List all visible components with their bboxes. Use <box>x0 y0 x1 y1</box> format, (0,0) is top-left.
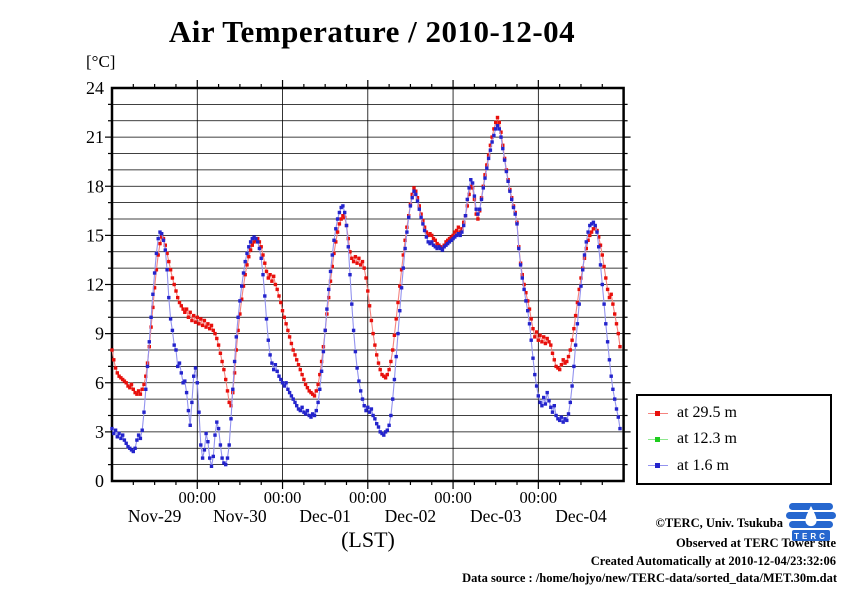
x-tick-day-label: Dec-03 <box>470 506 522 526</box>
grid-lines <box>112 88 624 481</box>
page-title: Air Temperature / 2010-12-04 <box>168 14 576 49</box>
x-tick-day-label: Nov-30 <box>213 506 267 526</box>
created-at-text: Created Automatically at 2010-12-04/23:3… <box>590 554 836 568</box>
y-tick-label: 6 <box>95 373 104 393</box>
series-line <box>111 115 621 408</box>
terc-logo-icon: TERC <box>786 503 836 541</box>
legend-marker-icon <box>648 410 668 416</box>
x-tick-day-label: Dec-04 <box>555 506 607 526</box>
y-tick-label: 21 <box>86 127 104 147</box>
legend-label: at 29.5 m <box>677 404 737 422</box>
series-markers <box>110 124 622 468</box>
y-axis-unit-label: [°C] <box>86 52 116 71</box>
x-tick-time-label: 00:00 <box>349 488 387 507</box>
legend: at 29.5 m at 12.3 m at 1.6 m <box>636 394 832 485</box>
legend-item: at 29.5 m <box>648 404 830 422</box>
y-tick-label: 0 <box>95 471 104 491</box>
x-tick-time-label: 00:00 <box>520 488 558 507</box>
x-tick-time-label: 00:00 <box>264 488 302 507</box>
legend-label: at 1.6 m <box>677 456 729 474</box>
copyright-text: ©TERC, Univ. Tsukuba <box>655 516 783 530</box>
series-at-1-6-m <box>110 124 622 468</box>
data-source-text: Data source : /home/hojyo/new/TERC-data/… <box>462 571 837 585</box>
x-tick-day-label: Nov-29 <box>128 506 182 526</box>
x-tick-day-label: Dec-01 <box>299 506 351 526</box>
legend-item: at 1.6 m <box>648 457 830 475</box>
y-tick-label: 24 <box>86 78 104 98</box>
series-markers <box>110 115 622 408</box>
x-tick-time-label: 00:00 <box>434 488 472 507</box>
legend-marker-icon <box>648 436 668 442</box>
plot-frame <box>110 86 625 483</box>
series-at-29-5-m <box>110 115 622 408</box>
x-tick-day-label: Dec-02 <box>385 506 437 526</box>
x-tick-time-label: 00:00 <box>178 488 216 507</box>
svg-text:TERC: TERC <box>794 532 828 541</box>
legend-marker-icon <box>648 463 668 469</box>
legend-item: at 12.3 m <box>648 430 830 448</box>
y-tick-label: 9 <box>95 324 104 344</box>
legend-label: at 12.3 m <box>677 430 737 448</box>
y-tick-label: 15 <box>86 225 104 245</box>
y-tick-labels: 0 3 6 9 12 15 18 21 24 <box>86 78 104 491</box>
y-tick-label: 12 <box>86 275 104 295</box>
y-tick-label: 18 <box>86 176 104 196</box>
x-axis-label: (LST) <box>341 527 395 552</box>
y-tick-label: 3 <box>95 422 104 442</box>
